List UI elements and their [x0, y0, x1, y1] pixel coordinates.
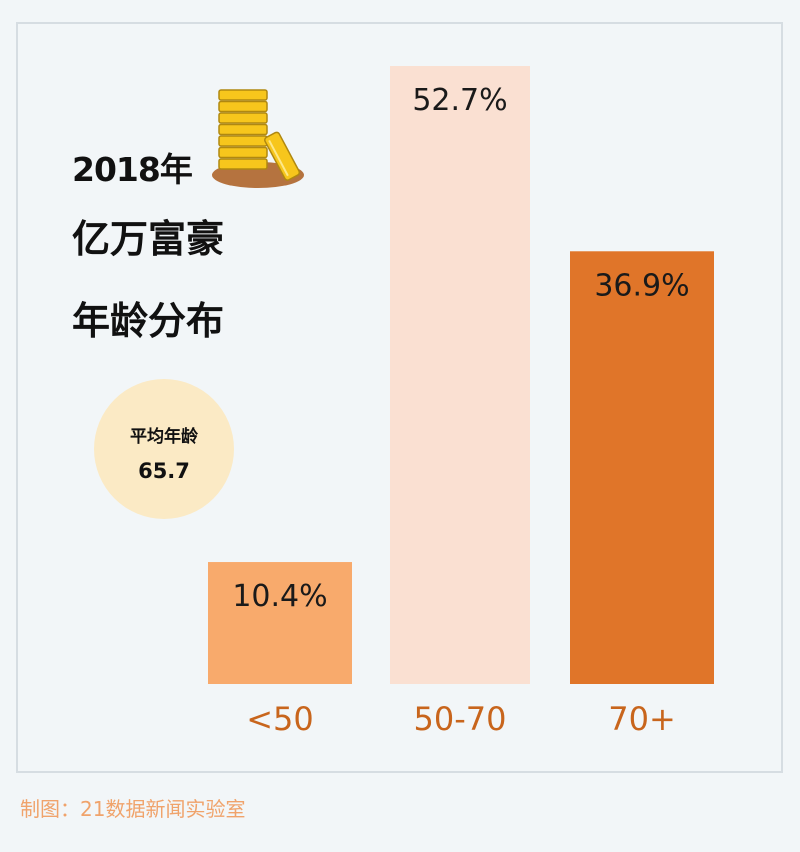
coin [218, 100, 268, 113]
chart-frame [16, 22, 783, 773]
coin [218, 89, 268, 101]
data-label-3: 36.9% [594, 268, 689, 303]
category-label-2: 50-70 [414, 700, 507, 738]
data-label-2: 52.7% [412, 83, 507, 118]
chart-subtitle: 年龄分布 [72, 299, 225, 343]
chart-title-year: 2018年 [72, 150, 193, 189]
bar-3 [570, 251, 714, 685]
credit-text: 制图：21数据新闻实验室 [20, 797, 246, 821]
average-age-value: 65.7 [138, 459, 190, 483]
coin [218, 123, 268, 136]
gold-coins-stack-icon [212, 89, 304, 188]
category-label-3: 70+ [608, 700, 676, 738]
coin [218, 158, 268, 170]
category-label-1: <50 [246, 700, 314, 738]
bar-2 [390, 66, 530, 684]
coin [218, 112, 268, 124]
coin [218, 135, 268, 147]
chart-title: 亿万富豪 [72, 217, 225, 261]
coin [218, 146, 268, 159]
average-age-badge: 平均年龄 65.7 [94, 379, 234, 519]
data-label-1: 10.4% [232, 579, 327, 614]
average-age-label: 平均年龄 [130, 427, 198, 447]
bar-1 [208, 562, 352, 684]
